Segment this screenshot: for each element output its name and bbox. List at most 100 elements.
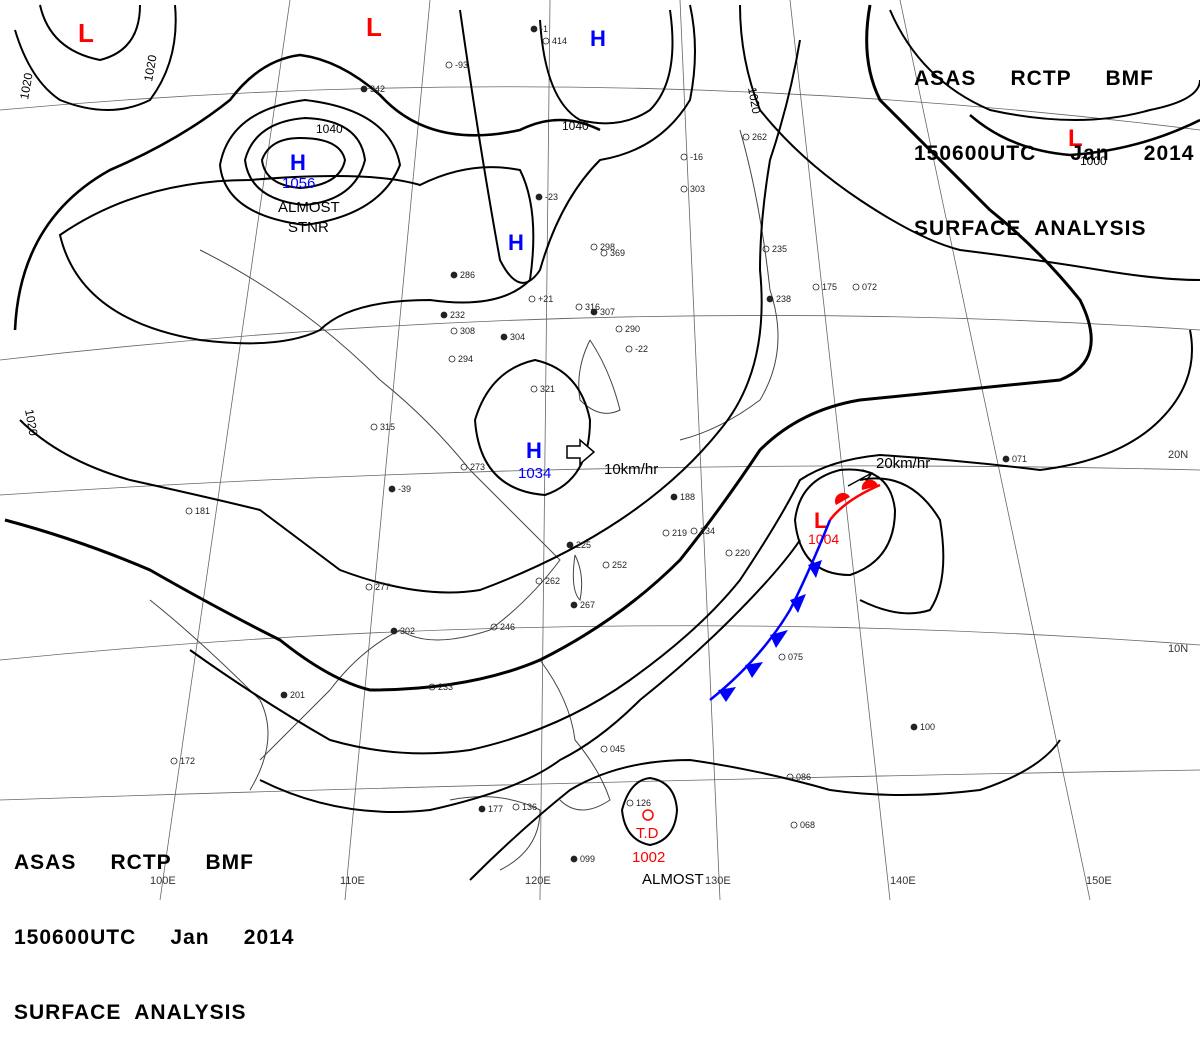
low-motion-arrowhead-icon xyxy=(861,469,874,482)
station-value: 302 xyxy=(400,626,415,636)
isobar-1034-high xyxy=(473,358,592,497)
station-circle-icon xyxy=(542,37,550,45)
isobar-1040-north xyxy=(218,98,402,227)
station-circle-icon xyxy=(440,311,448,319)
station-circle-icon xyxy=(570,855,578,863)
station-value: 235 xyxy=(772,244,787,254)
high-center: H xyxy=(526,438,542,463)
almost-bottom-text: ALMOST xyxy=(642,871,704,888)
td-symbol-icon xyxy=(642,809,654,821)
station-circle-icon xyxy=(1002,455,1010,463)
station-value: 246 xyxy=(500,622,515,632)
station-circle-icon xyxy=(450,327,458,335)
cold-front-line xyxy=(709,519,832,701)
station-value: -1 xyxy=(540,24,548,34)
cold-front-triangle-icon xyxy=(718,687,736,702)
station-circle-icon xyxy=(602,561,610,569)
high-value: 1056 xyxy=(282,175,315,192)
isobar-1008-south xyxy=(469,739,1061,881)
station-value: 045 xyxy=(610,744,625,754)
station-value: 126 xyxy=(636,798,651,808)
td-pressure: 1002 xyxy=(632,849,665,866)
lon-line-110e xyxy=(344,0,431,900)
high-motion-speed: 10km/hr xyxy=(604,461,658,478)
low-center: L xyxy=(366,12,382,42)
station-circle-icon xyxy=(812,283,820,291)
almost-stnr-text: ALMOST xyxy=(278,199,340,216)
station-circle-icon xyxy=(615,325,623,333)
low-motion-speed: 20km/hr xyxy=(876,455,930,472)
low-center: L xyxy=(814,508,827,533)
station-circle-icon xyxy=(690,527,698,535)
header-line-1: ASAS RCTP BMF xyxy=(914,67,1154,90)
station-value: 342 xyxy=(370,84,385,94)
isobar-1040-center xyxy=(539,9,674,125)
lon-label: 100E xyxy=(150,875,176,887)
station-value: 175 xyxy=(822,282,837,292)
footer-line-2: 150600UTC Jan 2014 xyxy=(14,926,295,949)
lat-line-40n xyxy=(0,86,1200,131)
station-value: 181 xyxy=(195,506,210,516)
lon-label: 120E xyxy=(525,875,551,887)
station-circle-icon xyxy=(528,295,536,303)
isobar-labels: 1020 1020 1040 1040 1020 1000 1020 xyxy=(17,53,1107,437)
station-value: 100 xyxy=(920,722,935,732)
isobar-label: 1020 xyxy=(22,408,40,437)
station-circle-icon xyxy=(725,549,733,557)
station-circle-icon xyxy=(490,623,498,631)
map-header: ASAS RCTP BMF 150600UTC Jan 2014 SURFACE… xyxy=(914,16,1194,266)
station-value: 075 xyxy=(788,652,803,662)
station-value: 294 xyxy=(458,354,473,364)
station-value: -23 xyxy=(545,192,558,202)
station-circle-icon xyxy=(852,283,860,291)
station-circle-icon xyxy=(185,507,193,515)
lon-label: 110E xyxy=(340,875,365,887)
station-circle-icon xyxy=(680,185,688,193)
station-circle-icon xyxy=(662,529,670,537)
lat-label: 20N xyxy=(1168,449,1188,461)
isobar-1048 xyxy=(243,116,367,207)
station-value: 219 xyxy=(672,528,687,538)
station-circle-icon xyxy=(590,308,598,316)
station-circle-icon xyxy=(500,333,508,341)
station-circle-icon xyxy=(742,133,750,141)
station-circle-icon xyxy=(766,295,774,303)
station-value: 072 xyxy=(862,282,877,292)
station-value: 273 xyxy=(470,462,485,472)
station-value: 304 xyxy=(510,332,525,342)
station-value: 267 xyxy=(580,600,595,610)
graticule xyxy=(0,0,1200,900)
station-value: 233 xyxy=(438,682,453,692)
isobar-h-center xyxy=(459,4,696,284)
station-circle-icon xyxy=(512,803,520,811)
cold-front-triangle-icon xyxy=(770,630,788,648)
station-circle-icon xyxy=(530,385,538,393)
pressure-centers: L L H H 1056 H H 1034 L 1004 L xyxy=(78,12,1083,547)
station-value: 414 xyxy=(552,36,567,46)
station-value: 188 xyxy=(680,492,695,502)
station-value: 086 xyxy=(796,772,811,782)
map-background xyxy=(0,0,1200,900)
cold-front-triangle-icon xyxy=(790,594,806,613)
station-value: 369 xyxy=(610,248,625,258)
lat-line-30n xyxy=(0,315,1200,361)
station-value: 290 xyxy=(625,324,640,334)
station-value: 071 xyxy=(1012,454,1027,464)
lat-line-20n xyxy=(0,465,1200,496)
lon-label: 130E xyxy=(705,875,731,887)
coast-philippines xyxy=(539,659,611,811)
station-circle-icon xyxy=(590,243,598,251)
isobar-1020-topright xyxy=(739,4,1200,281)
lat-line-0n xyxy=(0,769,1200,801)
station-value: -93 xyxy=(455,60,468,70)
isobar-td-1002 xyxy=(620,776,679,847)
station-circle-icon xyxy=(566,541,574,549)
station-value: 172 xyxy=(180,756,195,766)
isobar-1020-topleft xyxy=(14,4,177,111)
station-value: 177 xyxy=(488,804,503,814)
station-value: 262 xyxy=(545,576,560,586)
station-circle-icon xyxy=(450,271,458,279)
coast-taiwan xyxy=(572,554,583,602)
high-value: 1034 xyxy=(518,465,551,482)
